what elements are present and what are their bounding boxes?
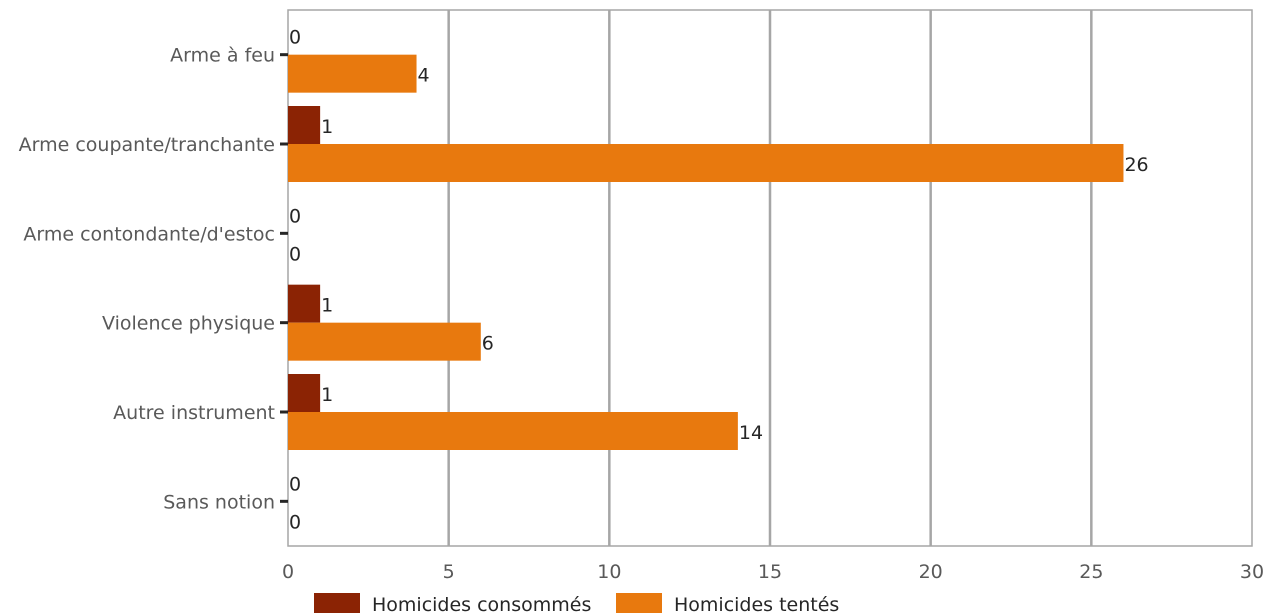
category-label: Autre instrument <box>113 402 275 424</box>
category-label: Sans notion <box>163 491 275 513</box>
legend-swatch <box>616 593 662 613</box>
plot-frame <box>287 9 1253 547</box>
bar-homicides-tentes <box>288 322 481 361</box>
x-tick-label: 30 <box>1240 561 1264 583</box>
x-tick-label: 15 <box>758 561 782 583</box>
x-tick-label: 25 <box>1079 561 1103 583</box>
x-tick-label: 10 <box>597 561 621 583</box>
bar-homicides-tentes <box>288 144 1124 182</box>
category-label: Arme à feu <box>170 45 275 67</box>
data-label: 0 <box>289 27 301 49</box>
x-axis: 0 5 10 15 20 25 30 <box>282 561 1264 583</box>
data-label: 1 <box>321 384 333 406</box>
data-label: 0 <box>289 243 301 265</box>
bar-homicides-consommes <box>288 284 321 323</box>
category-label: Violence physique <box>102 313 275 335</box>
bar-homicides-consommes <box>288 374 321 412</box>
data-label: 6 <box>482 333 494 355</box>
category-label: Arme contondante/d'estoc <box>23 223 275 245</box>
data-label: 0 <box>289 473 301 495</box>
bar-homicides-tentes <box>288 54 417 93</box>
data-label: 1 <box>321 295 333 317</box>
data-label: 26 <box>1124 154 1148 176</box>
legend-label: Homicides tentés <box>674 594 839 613</box>
data-labels: 0 4 1 26 0 0 1 6 1 14 0 0 <box>289 27 1149 534</box>
legend-swatch <box>314 593 360 613</box>
x-tick-label: 5 <box>443 561 455 583</box>
x-tick-label: 0 <box>282 561 294 583</box>
data-label: 0 <box>289 511 301 533</box>
bars <box>288 54 1124 450</box>
legend: Homicides consommés Homicides tentés <box>314 593 839 613</box>
y-axis: Arme à feu Arme coupante/tranchante Arme c… <box>19 45 288 513</box>
data-label: 4 <box>418 65 430 87</box>
category-label: Arme coupante/tranchante <box>19 134 275 156</box>
data-label: 0 <box>289 205 301 227</box>
data-label: 14 <box>739 422 763 444</box>
legend-label: Homicides consommés <box>372 594 591 613</box>
x-tick-label: 20 <box>919 561 943 583</box>
bar-homicides-tentes <box>288 412 738 450</box>
grid <box>447 10 1093 546</box>
bar-homicides-consommes <box>288 106 321 144</box>
data-label: 1 <box>321 116 333 138</box>
